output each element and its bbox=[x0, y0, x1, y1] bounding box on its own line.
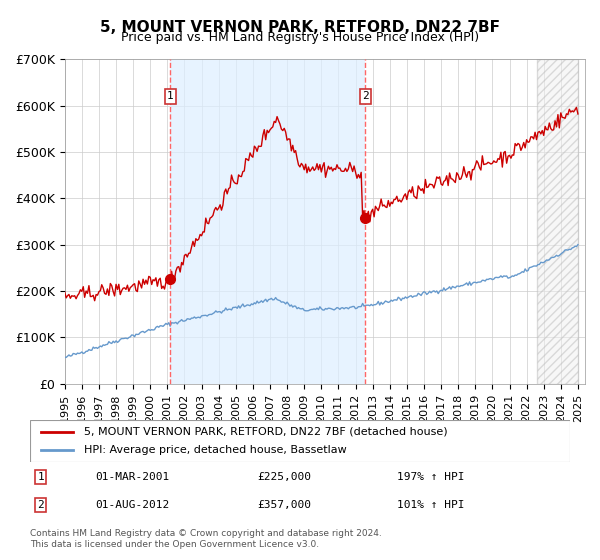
Text: 2: 2 bbox=[362, 91, 369, 101]
Text: £225,000: £225,000 bbox=[257, 472, 311, 482]
Text: 5, MOUNT VERNON PARK, RETFORD, DN22 7BF (detached house): 5, MOUNT VERNON PARK, RETFORD, DN22 7BF … bbox=[84, 427, 448, 437]
Bar bbox=[170, 59, 365, 384]
FancyBboxPatch shape bbox=[30, 420, 570, 462]
Text: Contains HM Land Registry data © Crown copyright and database right 2024.
This d: Contains HM Land Registry data © Crown c… bbox=[30, 529, 382, 549]
Bar bbox=[536, 59, 578, 384]
Bar bbox=[365, 59, 578, 384]
Text: 101% ↑ HPI: 101% ↑ HPI bbox=[397, 500, 465, 510]
Text: 2: 2 bbox=[37, 500, 44, 510]
Text: 01-AUG-2012: 01-AUG-2012 bbox=[95, 500, 169, 510]
Text: 197% ↑ HPI: 197% ↑ HPI bbox=[397, 472, 465, 482]
Text: HPI: Average price, detached house, Bassetlaw: HPI: Average price, detached house, Bass… bbox=[84, 445, 347, 455]
Text: 1: 1 bbox=[167, 91, 173, 101]
Text: Price paid vs. HM Land Registry's House Price Index (HPI): Price paid vs. HM Land Registry's House … bbox=[121, 31, 479, 44]
Text: 5, MOUNT VERNON PARK, RETFORD, DN22 7BF: 5, MOUNT VERNON PARK, RETFORD, DN22 7BF bbox=[100, 20, 500, 35]
Text: 1: 1 bbox=[37, 472, 44, 482]
Text: 01-MAR-2001: 01-MAR-2001 bbox=[95, 472, 169, 482]
Text: £357,000: £357,000 bbox=[257, 500, 311, 510]
